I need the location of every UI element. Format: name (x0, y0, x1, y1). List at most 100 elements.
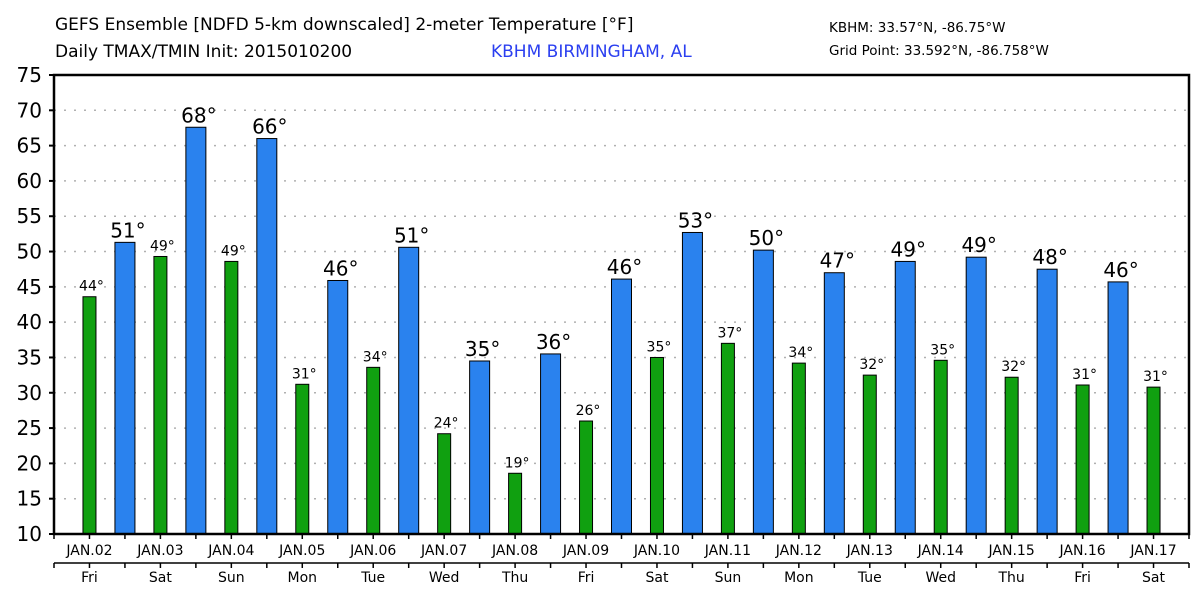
tmax-label: 47° (820, 249, 855, 273)
tmin-label: 24° (434, 416, 459, 432)
x-date-label: JAN.06 (349, 543, 396, 559)
x-weekday-label: Wed (925, 570, 956, 586)
x-date-label: JAN.08 (491, 543, 538, 559)
x-weekday-label: Sat (1142, 570, 1165, 586)
tmin-label: 32° (1001, 359, 1026, 375)
x-date-label: JAN.13 (846, 543, 893, 559)
x-date-label: JAN.12 (775, 543, 822, 559)
tmin-bar (153, 255, 168, 535)
x-weekday-label: Sat (645, 570, 668, 586)
tmax-label: 36° (536, 330, 571, 354)
y-tick-label: 15 (17, 487, 42, 511)
y-tick-label: 25 (17, 416, 42, 440)
tmin-bar (933, 359, 948, 535)
y-tick-label: 65 (17, 134, 42, 158)
tmax-label: 46° (1103, 258, 1138, 282)
tmin-bar (1004, 376, 1019, 535)
x-date-label: JAN.03 (136, 543, 183, 559)
y-tick-label: 75 (17, 63, 42, 87)
tmin-label: 37° (717, 325, 742, 341)
tmax-bar (398, 246, 420, 535)
tmax-label: 46° (323, 256, 358, 280)
tmin-bar (366, 366, 381, 535)
x-date-label: JAN.14 (917, 543, 964, 559)
x-weekday-label: Thu (501, 570, 528, 586)
x-weekday-label: Wed (429, 570, 460, 586)
tmin-label: 26° (576, 403, 601, 419)
y-tick-label: 40 (17, 310, 42, 334)
tmax-bar (681, 231, 703, 535)
tmax-bar (1036, 268, 1058, 535)
tmax-label: 35° (465, 337, 500, 361)
tmin-label: 49° (150, 238, 175, 254)
tmin-bar (1075, 384, 1090, 535)
x-date-label: JAN.02 (65, 543, 112, 559)
tmax-bar (965, 256, 987, 535)
y-tick-label: 10 (17, 522, 42, 546)
tmin-label: 34° (788, 345, 813, 361)
tmin-bar (508, 472, 523, 535)
x-date-label: JAN.15 (988, 543, 1035, 559)
tmax-label: 51° (394, 223, 429, 247)
tmax-label: 49° (891, 237, 926, 261)
tmax-bar (114, 241, 136, 535)
tmin-bar (1146, 386, 1161, 535)
grid-point-coordinates: Grid Point: 33.592°N, -86.758°W (829, 43, 1049, 59)
tmin-bar (224, 260, 239, 535)
tmin-bar (295, 383, 310, 535)
y-tick-label: 50 (17, 240, 42, 264)
x-date-label: JAN.11 (704, 543, 751, 559)
tmin-bar (791, 362, 806, 535)
tmax-bar (823, 272, 845, 535)
tmin-bar (579, 420, 594, 535)
y-tick-label: 30 (17, 381, 42, 405)
tmax-label: 46° (607, 255, 642, 279)
tmin-label: 31° (1143, 369, 1168, 385)
tmax-label: 68° (181, 103, 216, 127)
tmax-bar (1107, 281, 1129, 535)
y-tick-label: 35 (17, 345, 42, 369)
y-tick-label: 60 (17, 169, 42, 193)
x-date-label: JAN.05 (278, 543, 325, 559)
x-weekday-label: Mon (288, 570, 318, 586)
tmax-label: 48° (1032, 245, 1067, 269)
tmin-bar (82, 296, 97, 535)
tmax-label: 49° (961, 233, 996, 257)
tmax-bar (256, 138, 278, 535)
x-weekday-label: Fri (1074, 570, 1091, 586)
x-date-label: JAN.16 (1058, 543, 1105, 559)
tmin-label: 49° (221, 243, 246, 259)
chart-subtitle: Daily TMAX/TMIN Init: 2015010200 (55, 42, 353, 62)
x-weekday-label: Fri (578, 570, 595, 586)
station-coordinates: KBHM: 33.57°N, -86.75°W (829, 20, 1006, 36)
tmin-label: 34° (363, 349, 388, 365)
tmax-bar (327, 279, 349, 535)
tmin-label: 35° (647, 339, 672, 355)
tmax-label: 53° (678, 208, 713, 232)
x-date-label: JAN.07 (420, 543, 467, 559)
tmin-label: 31° (292, 366, 317, 382)
y-tick-label: 45 (17, 275, 42, 299)
y-tick-label: 55 (17, 204, 42, 228)
x-weekday-label: Sun (715, 570, 742, 586)
x-weekday-label: Fri (81, 570, 98, 586)
tmax-label: 66° (252, 115, 287, 139)
tmin-label: 44° (79, 279, 104, 295)
x-date-label: JAN.09 (562, 543, 609, 559)
x-weekday-label: Mon (784, 570, 814, 586)
tmax-bar (185, 126, 207, 535)
x-date-label: JAN.17 (1129, 543, 1176, 559)
tmin-label: 19° (505, 455, 530, 471)
tmax-bar (540, 353, 562, 535)
tmin-bar (862, 374, 877, 535)
x-weekday-label: Sun (218, 570, 245, 586)
x-weekday-label: Tue (857, 570, 882, 586)
tmin-bar (649, 356, 664, 535)
y-tick-label: 70 (17, 98, 42, 122)
x-weekday-label: Thu (998, 570, 1025, 586)
tmax-label: 50° (749, 226, 784, 250)
tmin-label: 31° (1072, 367, 1097, 383)
station-name: KBHM BIRMINGHAM, AL (491, 42, 692, 62)
chart-title: GEFS Ensemble [NDFD 5-km downscaled] 2-m… (55, 15, 634, 35)
